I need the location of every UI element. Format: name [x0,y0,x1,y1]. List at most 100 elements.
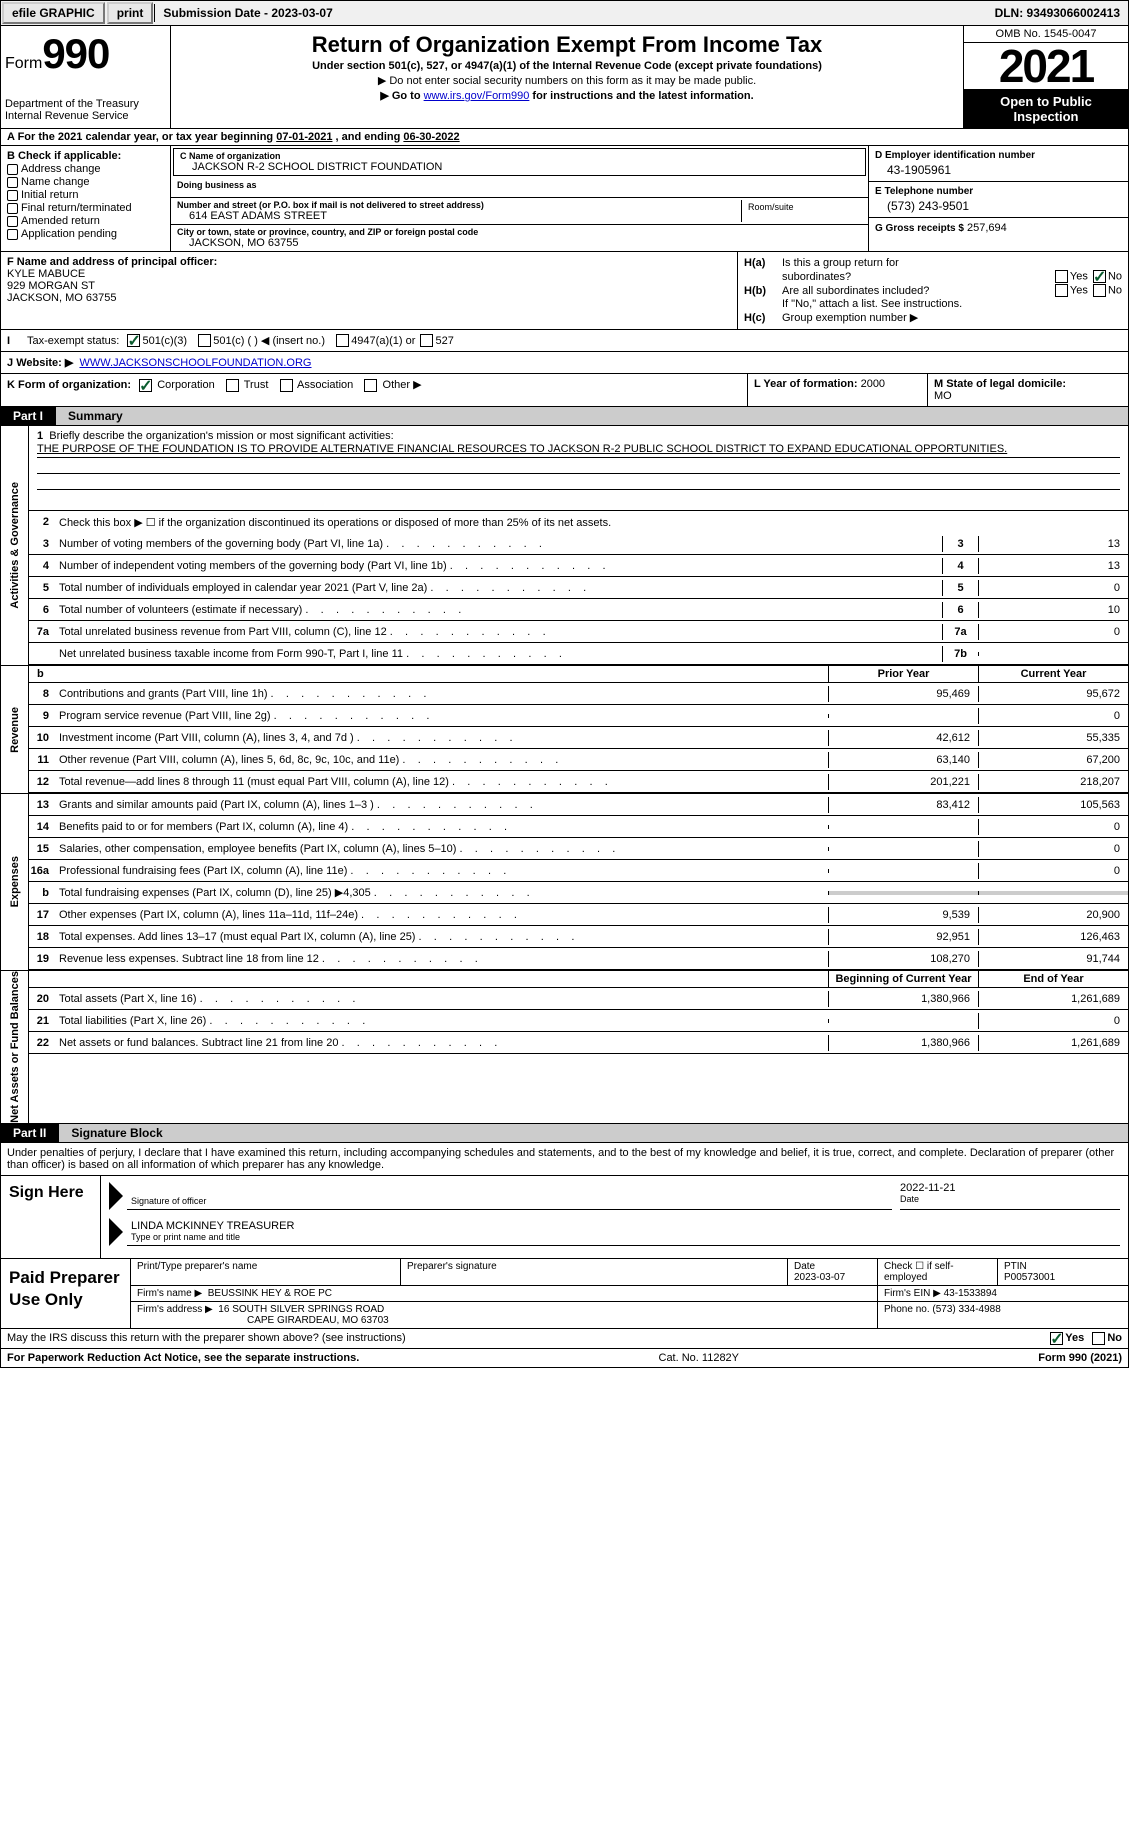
summary-row: 17Other expenses (Part IX, column (A), l… [29,904,1128,926]
firm-phone-value: (573) 334-4988 [932,1304,1000,1315]
i-4947: 4947(a)(1) or [351,335,415,347]
no-label: No [1108,270,1122,282]
ptin-value: P00573001 [1004,1272,1055,1283]
room-label: Room/suite [742,200,862,222]
discuss-yes-box[interactable] [1050,1332,1063,1345]
hb-txt: Are all subordinates included? [782,285,1053,297]
sig-name-label: Type or print name and title [131,1232,1116,1242]
ha-yes-box[interactable] [1055,270,1068,283]
footer-left: For Paperwork Reduction Act Notice, see … [7,1352,359,1364]
hb-no-box[interactable] [1093,284,1106,297]
ein-label: D Employer identification number [875,150,1122,161]
footer-row: For Paperwork Reduction Act Notice, see … [0,1349,1129,1368]
col-h: H(a) Is this a group return for subordin… [738,252,1128,329]
checkbox[interactable] [7,216,18,227]
ha-label: H(a) [744,257,782,269]
col-k: K Form of organization: Corporation Trus… [1,374,748,406]
goto-pre: ▶ Go to [380,90,423,102]
i-4947-box[interactable] [336,334,349,347]
summary-ag: Activities & Governance 1 Briefly descri… [0,426,1129,666]
rev-col-hdr: b Prior Year Current Year [29,666,1128,683]
form-num: 990 [42,30,109,77]
hb-yes-box[interactable] [1055,284,1068,297]
k-trust-box[interactable] [226,379,239,392]
ptin-label: PTIN [1004,1261,1027,1272]
firm-name-label: Firm's name ▶ [137,1288,202,1299]
tel-value: (573) 243-9501 [875,197,1122,213]
open-to-public: Open to Public Inspection [964,89,1128,128]
irs-link[interactable]: www.irs.gov/Form990 [424,90,530,102]
summary-row: 20Total assets (Part X, line 16)1,380,96… [29,988,1128,1010]
section-fh: F Name and address of principal officer:… [0,252,1129,330]
i-527-box[interactable] [420,334,433,347]
goto-post: for instructions and the latest informat… [529,90,753,102]
i-501c: 501(c) ( ) ◀ (insert no.) [213,334,325,347]
l-label: L Year of formation: [754,378,858,390]
sig-officer-label: Signature of officer [131,1196,888,1206]
checkbox[interactable] [7,203,18,214]
j-label: J [7,357,13,369]
line-a-end: 06-30-2022 [403,131,459,143]
discuss-row: May the IRS discuss this return with the… [0,1329,1129,1349]
summary-rev: Revenue b Prior Year Current Year 8Contr… [0,666,1129,794]
form-word: Form [5,55,42,72]
hb-label: H(b) [744,285,782,297]
discuss-no-box[interactable] [1092,1332,1105,1345]
summary-row: 19Revenue less expenses. Subtract line 1… [29,948,1128,970]
q2-text: Check this box ▶ ☐ if the organization d… [55,514,1128,531]
i-501c3-box[interactable] [127,334,140,347]
k-assoc-box[interactable] [280,379,293,392]
i-text: Tax-exempt status: [27,335,119,347]
col-end: End of Year [978,971,1128,987]
mission-text: THE PURPOSE OF THE FOUNDATION IS TO PROV… [37,442,1120,458]
col-l: L Year of formation: 2000 [748,374,928,406]
side-nab: Net Assets or Fund Balances [1,971,29,1123]
form-subtitle: Under section 501(c), 527, or 4947(a)(1)… [179,60,955,72]
gross-value: 257,694 [967,222,1007,234]
k-assoc: Association [297,379,353,391]
hb-yesno: Yes No [1053,284,1122,297]
city-label: City or town, state or province, country… [177,227,862,237]
footer-right: Form 990 (2021) [1038,1352,1122,1364]
line-i: I Tax-exempt status: 501(c)(3) 501(c) ( … [0,330,1129,352]
prep-date-label: Date [794,1261,815,1272]
print-button[interactable]: print [107,2,154,24]
no-label-2: No [1108,284,1122,296]
firm-ein-label: Firm's EIN ▶ [884,1288,941,1299]
checkbox[interactable] [7,164,18,175]
summary-row: 18Total expenses. Add lines 13–17 (must … [29,926,1128,948]
side-ag: Activities & Governance [1,426,29,665]
website-link[interactable]: WWW.JACKSONSCHOOLFOUNDATION.ORG [79,357,311,369]
ha-no-box[interactable] [1093,270,1106,283]
ha-txt2: subordinates? [782,271,1053,283]
org-name-label: C Name of organization [180,151,859,161]
k-other-box[interactable] [364,379,377,392]
summary-row: Net unrelated business taxable income fr… [29,643,1128,665]
q1-text: Briefly describe the organization's miss… [49,430,393,442]
yes-label-2: Yes [1070,284,1088,296]
tax-year: 2021 [964,43,1128,89]
sig-officer-field[interactable]: Signature of officer [127,1182,892,1210]
mission-block: 1 Briefly describe the organization's mi… [29,426,1128,511]
part1-header: Part I Summary [0,407,1129,426]
summary-row: 5Total number of individuals employed in… [29,577,1128,599]
sig-date-field: 2022-11-21 Date [900,1182,1120,1210]
yes-label: Yes [1070,270,1088,282]
summary-row: bTotal fundraising expenses (Part IX, co… [29,882,1128,904]
k-corp-box[interactable] [139,379,152,392]
summary-exp: Expenses 13Grants and similar amounts pa… [0,794,1129,971]
checkbox[interactable] [7,229,18,240]
line-a-mid: , and ending [336,131,404,143]
checkbox[interactable] [7,190,18,201]
ha-yesno: Yes No [1053,270,1122,283]
b-row: b [37,668,44,680]
summary-row: 13Grants and similar amounts paid (Part … [29,794,1128,816]
efile-button[interactable]: efile GRAPHIC [2,2,105,24]
col-b-item: Amended return [7,215,164,227]
sig-date-label: Date [900,1194,1120,1204]
form-header: Form990 Department of the Treasury Inter… [0,26,1129,129]
checkbox[interactable] [7,177,18,188]
summary-row: 14Benefits paid to or for members (Part … [29,816,1128,838]
i-501c-box[interactable] [198,334,211,347]
gross-label: G Gross receipts $ [875,223,964,234]
